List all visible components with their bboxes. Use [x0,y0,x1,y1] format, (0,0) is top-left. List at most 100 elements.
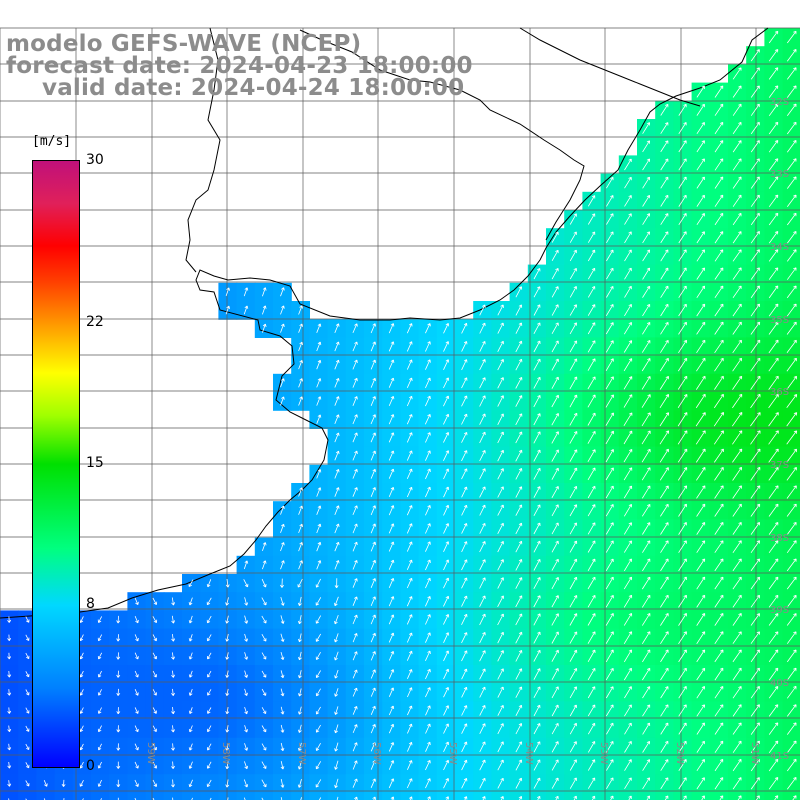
longitude-label: 58W [220,742,231,765]
wind-arrow [587,522,596,535]
wind-arrow [569,322,577,335]
wind-arrow [207,689,212,696]
wind-arrow [695,430,706,445]
wind-cell [655,301,674,320]
wind-arrow [515,577,523,589]
wind-arrow [587,667,596,681]
wind-arrow [225,305,230,315]
wind-arrow [714,321,724,335]
wind-cell [436,646,456,666]
wind-arrow [352,596,358,606]
wind-arrow [768,631,779,644]
wind-cell [655,282,674,302]
wind-arrow [63,798,65,800]
wind-cell [728,574,747,593]
wind-cell [618,701,638,721]
wind-arrow [678,158,687,171]
wind-arrow [587,704,596,717]
wind-cell [182,574,201,593]
wind-cell [509,646,529,666]
wind-cell [673,428,693,448]
wind-cell [691,191,711,211]
wind-cell [527,756,547,775]
wind-cell [564,355,583,375]
wind-arrow [732,430,743,445]
wind-arrow [261,670,267,678]
wind-cell [582,574,602,593]
wind-arrow [750,503,761,517]
wind-arrow [786,540,797,554]
wind-cell [491,592,511,611]
wind-arrow [406,359,413,370]
wind-cell [709,737,729,757]
wind-arrow [605,358,614,372]
wind-cell [546,301,565,320]
wind-arrow [678,321,687,335]
wind-cell [673,683,693,702]
wind-arrow [786,67,797,80]
wind-arrow [134,652,139,660]
wind-arrow [7,652,12,660]
wind-arrow [497,486,504,498]
wind-cell [473,792,492,800]
wind-arrow [171,779,175,788]
wind-cell [455,701,474,721]
wind-cell [764,774,784,793]
wind-arrow [370,723,376,734]
wind-arrow [425,632,431,643]
wind-arrow [388,577,395,589]
wind-arrow [569,595,578,608]
wind-arrow [732,740,742,753]
wind-arrow [298,305,303,315]
wind-arrow [786,249,797,262]
wind-arrow [678,503,687,517]
wind-cell [728,774,747,793]
wind-arrow [171,652,175,660]
wind-arrow [696,540,706,553]
wind-arrow [207,670,212,678]
wind-arrow [642,249,650,262]
wind-arrow [298,670,302,679]
wind-cell [546,537,565,557]
wind-cell [746,555,765,575]
wind-cell [709,792,729,800]
wind-arrow [244,597,249,606]
wind-cell [691,355,711,375]
wind-arrow [605,558,614,572]
wind-direction-arrows [7,30,798,800]
wind-arrow [8,798,10,800]
wind-cell [746,228,765,247]
wind-arrow [768,194,779,208]
wind-arrow [152,616,158,624]
wind-arrow [316,505,322,515]
wind-arrow [443,668,450,680]
wind-cell [564,246,583,266]
wind-cell [582,519,602,539]
wind-cell [637,537,656,557]
wind-cell [236,792,256,800]
wind-arrow [696,267,705,280]
wind-arrow [461,577,468,589]
latitude-label: 37S [770,460,789,471]
wind-arrow [533,376,541,389]
wind-arrow [370,359,376,370]
wind-cell [764,191,784,211]
wind-arrow [678,339,687,354]
wind-arrow [786,758,797,772]
wind-arrow [297,615,302,625]
wind-arrow [768,448,779,463]
wind-cell [54,792,74,800]
wind-arrow [352,523,358,534]
wind-arrow [714,121,724,135]
wind-cell [546,555,565,575]
wind-arrow [587,358,596,371]
wind-cell [728,210,747,229]
wind-cell [746,246,765,266]
wind-cell [546,337,565,357]
wind-arrow [425,668,431,680]
wind-cell [455,519,474,539]
wind-arrow [768,576,779,590]
wind-arrow [768,594,779,608]
wind-cell [527,373,547,393]
wind-arrow [551,759,559,771]
